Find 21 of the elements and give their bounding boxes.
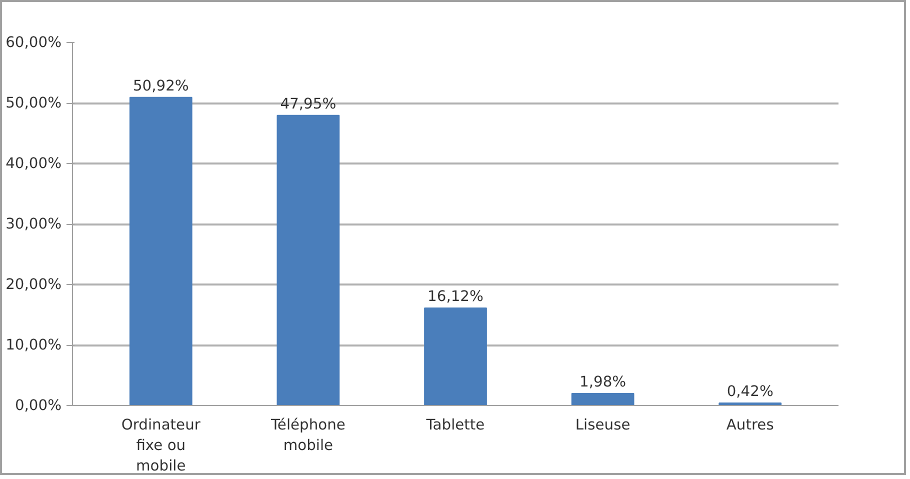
x-tick-label: Téléphone mobile xyxy=(270,416,346,454)
x-tick-label: Ordinateur fixe ou mobile xyxy=(121,416,202,474)
y-tick-label: 10,00% xyxy=(6,336,62,354)
bar xyxy=(276,114,340,406)
x-tick-label: Tablette xyxy=(425,416,485,434)
y-tick-label: 50,00% xyxy=(6,94,62,112)
data-label: 1,98% xyxy=(580,374,626,391)
data-label: 0,42% xyxy=(726,382,774,400)
bar xyxy=(129,96,192,406)
x-tick-label: Autres xyxy=(726,416,774,434)
bar xyxy=(571,393,634,406)
y-tick-label: 40,00% xyxy=(6,155,62,172)
data-label: 47,95% xyxy=(280,95,336,112)
y-tick-label: 60,00% xyxy=(6,34,62,51)
x-tick-label: Liseuse xyxy=(575,416,630,434)
data-label: 50,92% xyxy=(132,77,189,94)
bar xyxy=(424,307,487,406)
y-tick-label: 20,00% xyxy=(6,276,62,293)
y-tick-label: 0,00% xyxy=(14,397,62,414)
data-label: 16,12% xyxy=(428,288,484,305)
y-tick-label: 30,00% xyxy=(6,216,62,232)
